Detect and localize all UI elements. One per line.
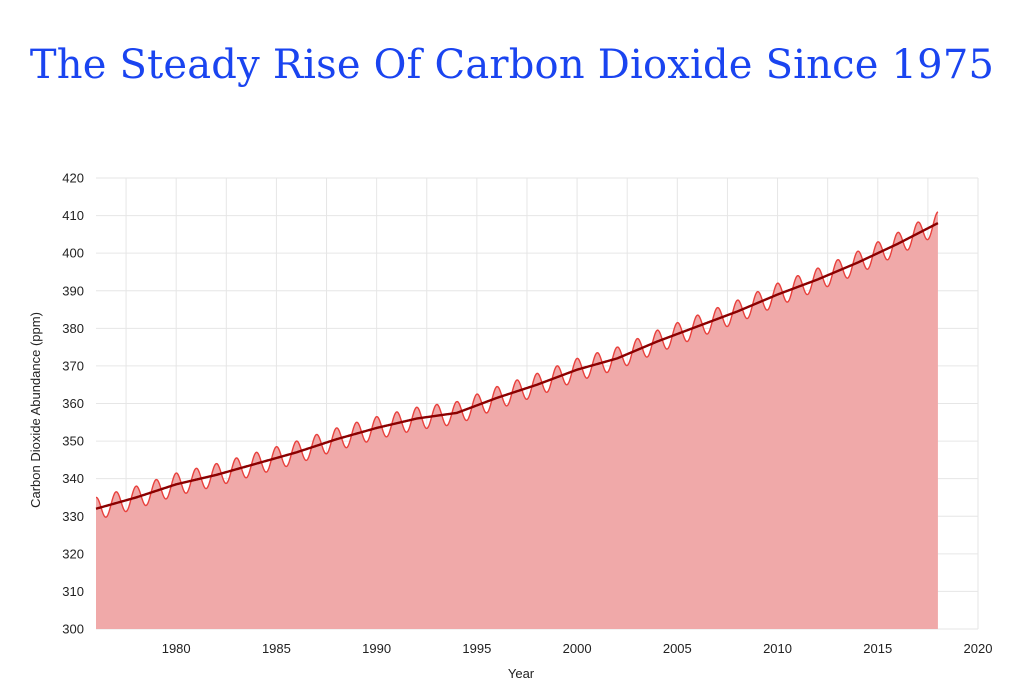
x-tick-label: 1995: [462, 641, 491, 656]
y-tick-label: 420: [62, 171, 84, 186]
y-tick-label: 330: [62, 509, 84, 524]
x-tick-label: 2015: [863, 641, 892, 656]
y-tick-label: 400: [62, 246, 84, 261]
x-tick-label: 1990: [362, 641, 391, 656]
x-tick-label: 1985: [262, 641, 291, 656]
y-axis-label: Carbon Dioxide Abundance (ppm): [28, 312, 43, 508]
x-tick-labels: 1980 1985 1990 1995 2000 2005 2010 2015 2020: [162, 641, 993, 656]
y-tick-labels: 300 310 320 330 340 350 360 370 380 390 400 410 420: [62, 171, 84, 637]
x-tick-label: 1980: [162, 641, 191, 656]
y-tick-label: 300: [62, 622, 84, 637]
y-tick-label: 320: [62, 546, 84, 561]
co2-seasonal-line: [95, 211, 939, 518]
x-tick-label: 2010: [763, 641, 792, 656]
y-tick-label: 410: [62, 208, 84, 223]
y-tick-label: 380: [62, 321, 84, 336]
area-layer: [95, 211, 939, 629]
y-tick-label: 370: [62, 358, 84, 373]
x-tick-label: 2000: [563, 641, 592, 656]
co2-trend-line: [95, 222, 939, 510]
y-tick-label: 390: [62, 283, 84, 298]
y-tick-label: 310: [62, 584, 84, 599]
y-tick-label: 340: [62, 471, 84, 486]
x-axis-label: Year: [508, 666, 535, 681]
chart-title: The Steady Rise Of Carbon Dioxide Since …: [29, 42, 995, 88]
y-tick-label: 360: [62, 396, 84, 411]
y-tick-label: 350: [62, 434, 84, 449]
x-tick-label: 2020: [964, 641, 993, 656]
x-tick-label: 2005: [663, 641, 692, 656]
co2-area-fill: [96, 211, 938, 629]
